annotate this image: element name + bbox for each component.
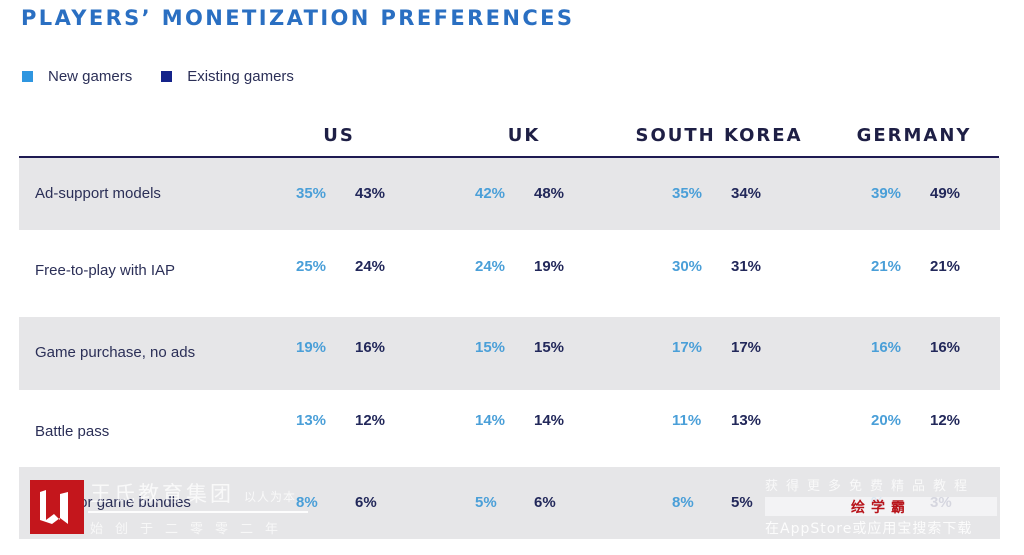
value-us-new: 35% bbox=[296, 185, 327, 202]
value-germany-existing: 21% bbox=[930, 258, 961, 275]
value-germany-new: 21% bbox=[871, 258, 902, 275]
table-body: Ad-support models 35% 43% 42% 48% 35% 34% 39% 49… bbox=[19, 158, 1000, 539]
legend-item-existing: Existing gamers bbox=[161, 68, 294, 85]
value-south-korea-existing: 5% bbox=[731, 494, 753, 511]
watermark-right-bottom: 在AppStore或应用宝搜索下载 bbox=[765, 521, 973, 537]
value-south-korea-existing: 31% bbox=[731, 258, 762, 275]
row-label: Ad-support models bbox=[35, 185, 161, 202]
value-us-existing: 43% bbox=[355, 185, 386, 202]
value-germany-new: 16% bbox=[871, 339, 902, 356]
watermark-text-bottom: 始创于二零零二年 bbox=[90, 522, 291, 537]
watermark-right: 获得更多免费精品教程 绘学霸 在AppStore或应用宝搜索下载 bbox=[765, 475, 997, 539]
value-uk-new: 24% bbox=[475, 258, 506, 275]
w-logo-icon bbox=[40, 490, 68, 524]
page-title: PLAYERS’ MONETIZATION PREFERENCES bbox=[21, 6, 575, 30]
watermark-org-name: 王氏教育集团 bbox=[90, 482, 234, 506]
value-south-korea-new: 17% bbox=[672, 339, 703, 356]
watermark-text-top: 王氏教育集团 以人为本 bbox=[90, 478, 296, 508]
value-us-existing: 24% bbox=[355, 258, 386, 275]
row-label: Game purchase, no ads bbox=[35, 344, 196, 361]
row-label: Free-to-play with IAP bbox=[35, 262, 176, 279]
column-header-south-korea: SOUTH KOREA bbox=[635, 125, 803, 146]
table-header: US UK SOUTH KOREA GERMANY bbox=[19, 118, 999, 158]
value-uk-existing: 48% bbox=[534, 185, 565, 202]
watermark-line bbox=[88, 511, 308, 513]
row-label: Battle pass bbox=[35, 423, 110, 440]
value-us-new: 13% bbox=[296, 412, 327, 429]
value-uk-new: 15% bbox=[475, 339, 506, 356]
value-uk-new: 14% bbox=[475, 412, 506, 429]
value-south-korea-new: 11% bbox=[672, 412, 702, 429]
table-row: Game purchase, no ads 19% 16% 15% 15% 17% 17% 1… bbox=[19, 317, 1000, 390]
value-us-existing: 16% bbox=[355, 339, 386, 356]
value-germany-new: 39% bbox=[871, 185, 902, 202]
value-germany-existing: 49% bbox=[930, 185, 961, 202]
value-uk-new: 5% bbox=[475, 494, 497, 511]
value-south-korea-new: 30% bbox=[672, 258, 703, 275]
value-uk-existing: 15% bbox=[534, 339, 565, 356]
legend-item-new: New gamers bbox=[22, 68, 132, 85]
value-uk-existing: 19% bbox=[534, 258, 565, 275]
value-germany-new: 20% bbox=[871, 412, 902, 429]
value-south-korea-new: 8% bbox=[672, 494, 694, 511]
column-header-germany: GERMANY bbox=[856, 125, 972, 146]
value-south-korea-existing: 13% bbox=[731, 412, 762, 429]
value-us-new: 19% bbox=[296, 339, 327, 356]
legend-swatch-new bbox=[22, 71, 33, 82]
legend: New gamers Existing gamers bbox=[22, 68, 323, 85]
watermark-brand-bar: 绘学霸 bbox=[765, 497, 997, 516]
value-us-new: 8% bbox=[296, 494, 318, 511]
value-us-existing: 6% bbox=[355, 494, 377, 511]
legend-swatch-existing bbox=[161, 71, 173, 82]
table-row: Free-to-play with IAP 25% 24% 24% 19% 30% 31% 2… bbox=[19, 230, 1000, 317]
table-row: Battle pass 13% 12% 14% 14% 11% 13% 20% 12% bbox=[19, 390, 1000, 467]
legend-label-new: New gamers bbox=[48, 68, 133, 85]
value-germany-existing: 12% bbox=[930, 412, 961, 429]
watermark-logo bbox=[30, 480, 84, 534]
value-uk-existing: 6% bbox=[534, 494, 556, 511]
legend-label-existing: Existing gamers bbox=[187, 68, 294, 85]
value-uk-new: 42% bbox=[475, 185, 506, 202]
column-header-uk: UK bbox=[507, 125, 541, 146]
value-us-existing: 12% bbox=[355, 412, 386, 429]
watermark-slogan: 以人为本 bbox=[244, 490, 297, 504]
value-uk-existing: 14% bbox=[534, 412, 565, 429]
table-row: Ad-support models 35% 43% 42% 48% 35% 34% 39% 49… bbox=[19, 158, 1000, 230]
watermark-right-top: 获得更多免费精品教程 bbox=[765, 479, 976, 494]
value-south-korea-new: 35% bbox=[672, 185, 703, 202]
column-header-us: US bbox=[323, 125, 355, 146]
value-south-korea-existing: 34% bbox=[731, 185, 762, 202]
value-south-korea-existing: 17% bbox=[731, 339, 762, 356]
value-us-new: 25% bbox=[296, 258, 327, 275]
watermark-brand: 绘学霸 bbox=[851, 499, 911, 516]
value-germany-existing: 16% bbox=[930, 339, 961, 356]
